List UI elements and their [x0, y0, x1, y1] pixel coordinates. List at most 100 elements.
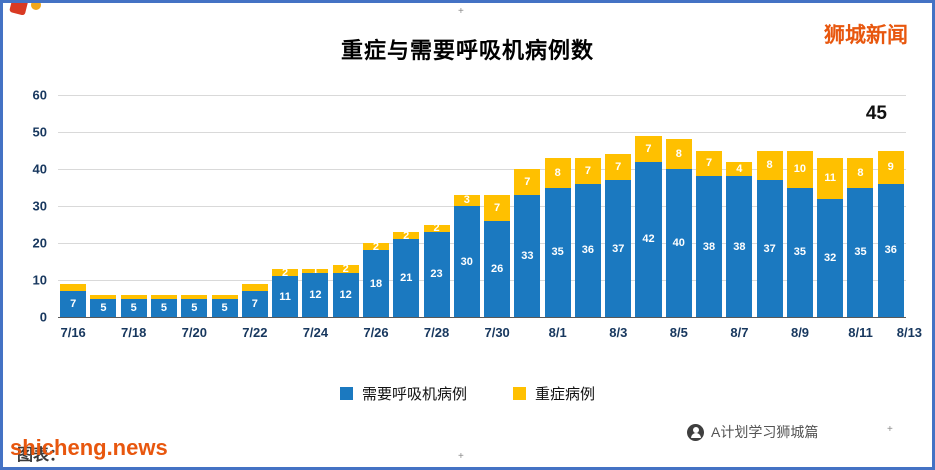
bar-value-label: 4	[736, 163, 743, 175]
bar-value-label: 7	[584, 164, 591, 177]
bar-segment-重症病例	[90, 294, 117, 299]
y-tick-label: 40	[32, 161, 47, 177]
legend: 需要呼吸机病例 重症病例	[3, 383, 932, 404]
bar-segment-需要呼吸机病例: 40	[665, 169, 692, 317]
bar-segment-需要呼吸机病例: 36	[877, 183, 904, 317]
x-tick-label: 8/13	[896, 325, 923, 340]
bar-segment-需要呼吸机病例: 32	[817, 198, 844, 317]
bar-value-label: 8	[766, 159, 773, 172]
bar-value-label: 1	[312, 264, 319, 277]
bar-segment-需要呼吸机病例: 5	[120, 298, 147, 317]
bar-7/18: 5	[119, 95, 149, 317]
x-tick-label: 7/20	[181, 325, 207, 340]
plot-area: 7 5 5 5 5 5 7 2 11 1 12 2 12 2 18 2 21 2 23 3 30 7 26 7 33 8 35 7 36…	[58, 95, 906, 318]
bar-value-label: 8	[554, 166, 561, 179]
bar-segment-重症病例	[60, 283, 87, 292]
legend-item-需要呼吸机病例: 需要呼吸机病例	[339, 383, 467, 404]
bar-value-label: 36	[581, 244, 595, 257]
bar-8/3: 7 37	[603, 95, 633, 317]
bar-segment-需要呼吸机病例: 23	[423, 231, 450, 317]
bar-value-label: 21	[400, 272, 413, 285]
bar-value-label: 23	[430, 268, 443, 281]
bar-segment-重症病例: 2	[393, 229, 420, 242]
y-tick-label: 20	[32, 235, 47, 251]
bar-segment-重症病例: 11	[817, 157, 844, 199]
bar-value-label: 10	[793, 163, 807, 175]
gridline	[58, 131, 906, 133]
bar-8/9: 10 35	[785, 95, 815, 317]
bar-segment-重症病例	[241, 283, 268, 292]
bar-7/25: 2 12	[331, 95, 361, 317]
bar-value-label: 38	[733, 240, 746, 253]
x-axis-labels: 7/16 7/18 7/20 7/22 7/24 7/26 7/28 7/30 8/1 8/3 8/…	[58, 325, 922, 343]
bar-value-label: 33	[521, 249, 534, 262]
gridline	[58, 242, 906, 244]
logo-fragment-yellow	[31, 3, 41, 10]
bar-value-label: 7	[251, 298, 258, 311]
bar-segment-重症病例: 8	[544, 157, 571, 188]
bar-8/7: 4 38	[724, 95, 754, 317]
bar-value-label: 38	[702, 240, 716, 253]
bar-segment-需要呼吸机病例: 35	[786, 187, 813, 317]
bar-segment-需要呼吸机病例: 33	[514, 194, 541, 317]
bar-7/28: 2 23	[421, 95, 451, 317]
bar-segment-需要呼吸机病例: 7	[60, 291, 87, 317]
bar-segment-重症病例: 3	[453, 194, 480, 206]
bar-segment-重症病例	[181, 294, 208, 299]
y-tick-label: 0	[39, 309, 47, 325]
y-tick-label: 50	[32, 124, 47, 140]
bar-value-label: 11	[824, 172, 836, 185]
bar-segment-需要呼吸机病例: 11	[272, 276, 299, 317]
bar-segment-需要呼吸机病例: 35	[847, 187, 874, 317]
bar-value-label: 36	[884, 244, 897, 257]
bar-series: 7 5 5 5 5 5 7 2 11 1 12 2 12 2 18 2 21 2 23 3 30 7 26 7 33 8 35 7 36…	[58, 95, 906, 317]
bar-value-label: 12	[309, 288, 322, 301]
bar-segment-重症病例: 7	[484, 194, 511, 221]
y-axis-labels: 0 10 20 30 40 50 60	[9, 88, 51, 325]
bar-segment-重症病例: 7	[605, 154, 632, 181]
bar-7/26: 2 18	[361, 95, 391, 317]
bar-value-label: 35	[854, 246, 867, 259]
bar-segment-需要呼吸机病例: 42	[635, 161, 662, 317]
bar-value-label: 32	[824, 251, 837, 264]
bar-segment-重症病例: 7	[696, 150, 723, 177]
bar-value-label: 2	[282, 266, 289, 279]
gridline	[58, 168, 906, 170]
x-tick-label: 7/22	[242, 325, 268, 340]
bar-segment-需要呼吸机病例: 5	[90, 298, 117, 317]
bar-value-label: 18	[369, 277, 383, 290]
source-caption: 图表：	[17, 447, 66, 464]
x-tick-label: 7/16	[60, 325, 86, 340]
bar-value-label: 2	[403, 229, 410, 242]
bar-segment-重症病例: 8	[665, 139, 692, 170]
bar-segment-需要呼吸机病例: 5	[150, 298, 177, 317]
clipped-logo-fragment	[9, 3, 57, 18]
x-tick-label: 7/18	[121, 325, 147, 340]
bar-segment-需要呼吸机病例: 36	[574, 183, 601, 317]
bar-segment-重症病例: 2	[332, 263, 359, 275]
bar-segment-需要呼吸机病例: 26	[484, 220, 511, 317]
bar-7/27: 2 21	[391, 95, 421, 317]
bar-segment-重症病例: 1	[302, 265, 329, 277]
bar-value-label: 7	[615, 161, 622, 174]
bar-segment-重症病例: 8	[756, 150, 783, 181]
wechat-attribution: A计划学习狮城篇	[687, 422, 818, 442]
gridline	[58, 95, 906, 96]
bar-7/23: 2 11	[270, 95, 300, 317]
attribution-text: A计划学习狮城篇	[711, 424, 819, 440]
x-tick-label: 7/26	[363, 325, 389, 340]
bar-7/17: 5	[88, 95, 118, 317]
legend-label: 需要呼吸机病例	[361, 386, 467, 403]
bar-value-label: 30	[460, 255, 473, 268]
chart-title: 重症与需要呼吸机病例数	[340, 38, 594, 63]
bar-segment-重症病例: 7	[514, 169, 541, 195]
bar-segment-重症病例: 7	[574, 157, 601, 184]
bar-7/29: 3 30	[452, 95, 482, 317]
bar-segment-重症病例: 2	[423, 222, 450, 234]
bar-value-label: 7	[705, 157, 713, 170]
bar-segment-需要呼吸机病例: 30	[453, 206, 480, 317]
bar-7/22: 7	[240, 95, 270, 317]
bar-8/2: 7 36	[573, 95, 603, 317]
gridline	[58, 206, 906, 207]
bar-value-label: 12	[339, 288, 352, 301]
